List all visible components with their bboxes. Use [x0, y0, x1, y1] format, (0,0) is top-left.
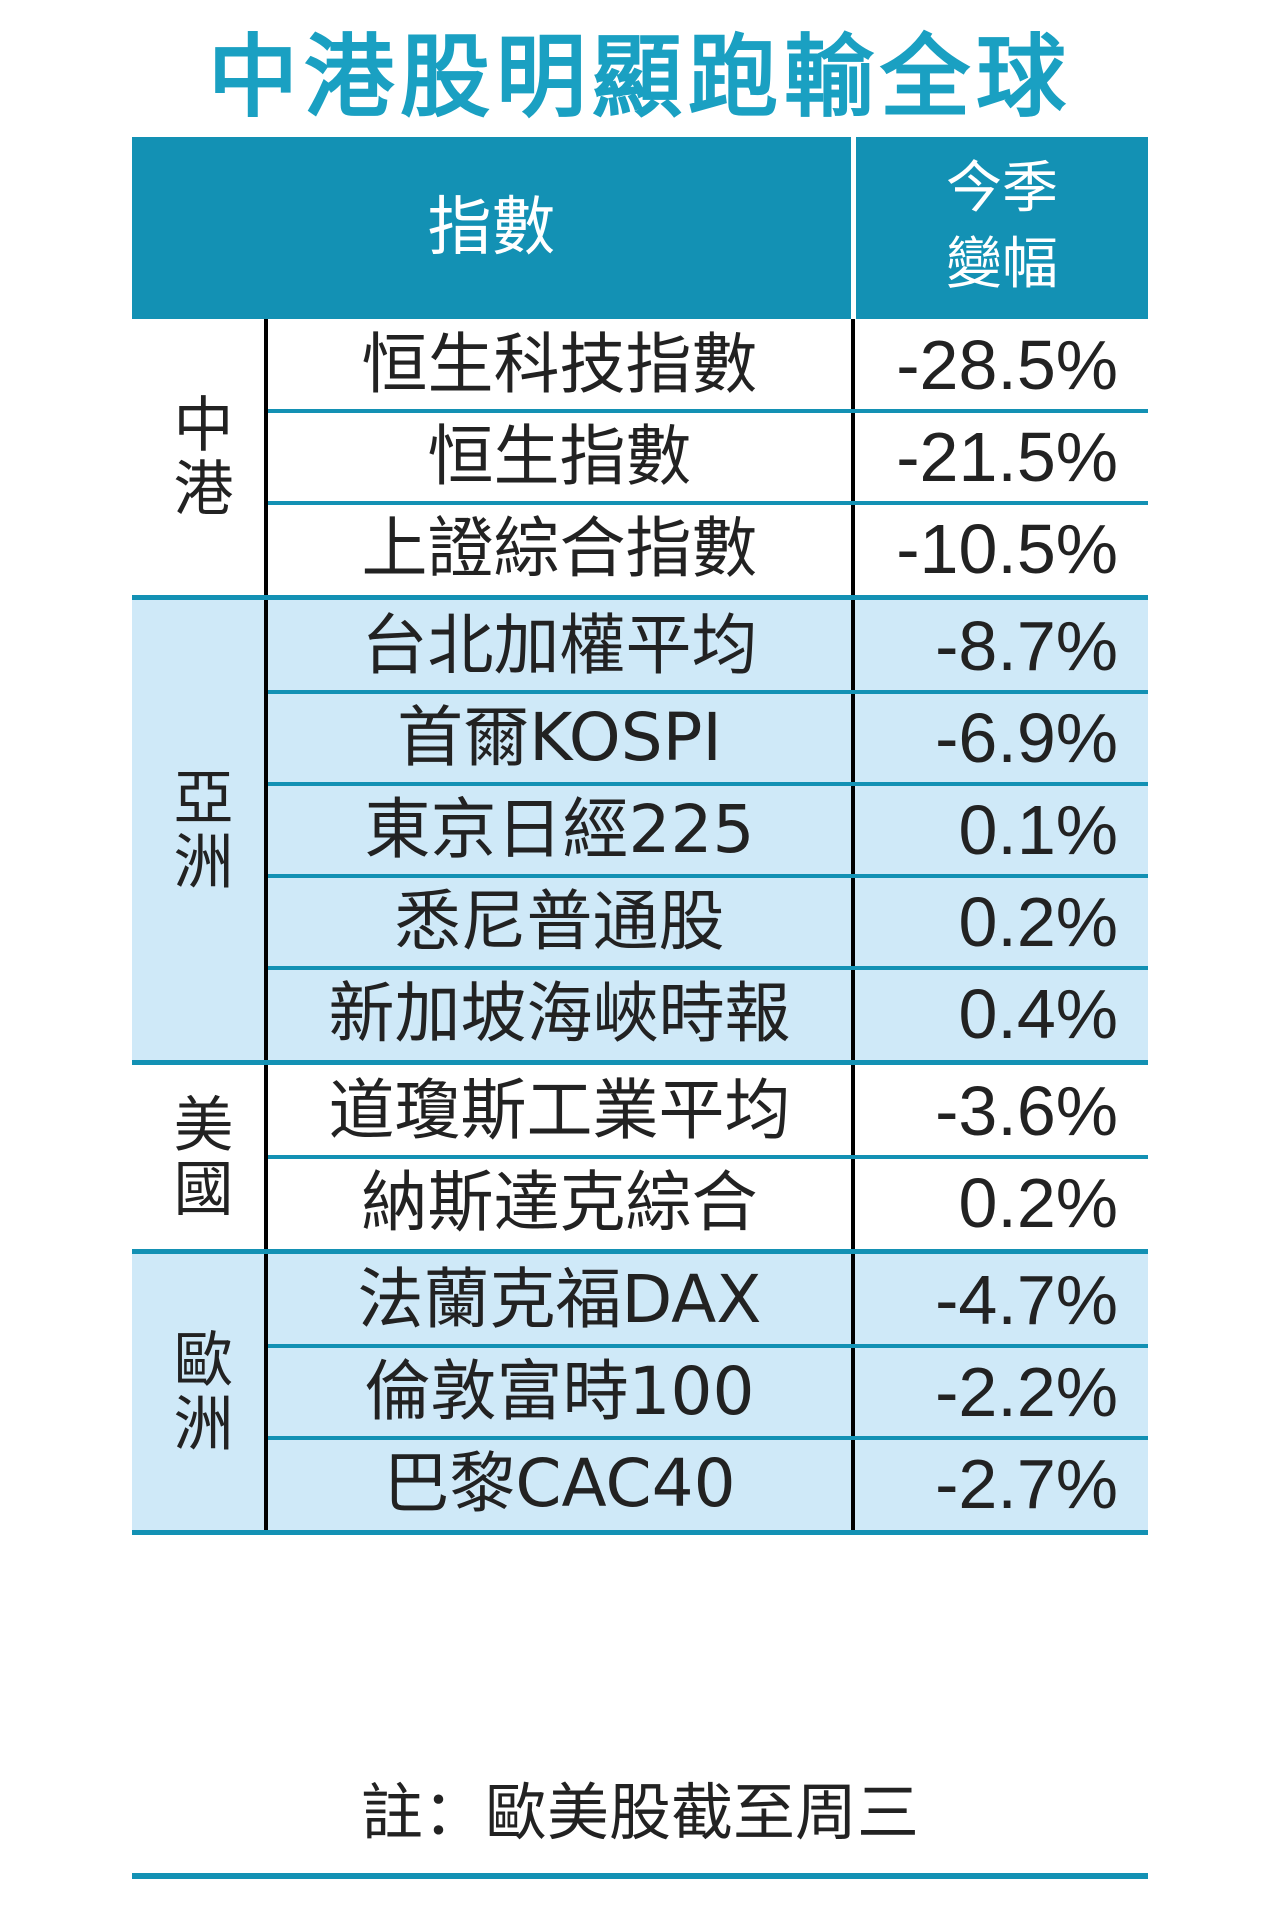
table-row: 台北加權平均 -8.7% — [268, 590, 1148, 702]
region-divider — [264, 600, 268, 1060]
region-divider — [264, 1065, 268, 1249]
table-row: 悉尼普通股 0.2% — [268, 866, 1148, 978]
group-divider — [132, 1060, 1148, 1065]
table-row: 納斯達克綜合 0.2% — [268, 1147, 1148, 1259]
table-row: 道瓊斯工業平均 -3.6% — [268, 1055, 1148, 1167]
change-value: 0.2% — [958, 883, 1118, 961]
row-divider — [268, 1155, 1148, 1159]
region-cell: 亞洲 — [132, 600, 264, 1060]
index-name: 新加坡海峽時報 — [328, 975, 791, 1052]
region-group: 亞洲 台北加權平均 -8.7% 首爾KOSPI -6.9% 東京日經225 0.1% 悉尼普通… — [132, 600, 1148, 1060]
index-name: 恒生科技指數 — [361, 326, 758, 403]
group-divider — [132, 595, 1148, 600]
index-name: 上證綜合指數 — [361, 510, 758, 587]
footnote: 註：歐美股截至周三 — [360, 1776, 919, 1849]
table-row: 倫敦富時100 -2.2% — [268, 1336, 1148, 1448]
table-row: 巴黎CAC40 -2.7% — [268, 1428, 1148, 1540]
value-divider — [851, 600, 855, 1060]
change-value: -3.6% — [935, 1072, 1118, 1150]
index-name: 巴黎CAC40 — [383, 1445, 736, 1522]
region-label: 中港 — [163, 393, 233, 521]
row-divider — [268, 501, 1148, 505]
change-value: 0.1% — [958, 791, 1118, 869]
change-value: -28.5% — [896, 326, 1118, 404]
table-row: 恒生指數 -21.5% — [268, 401, 1148, 513]
index-name: 東京日經225 — [364, 791, 755, 868]
region-divider — [264, 319, 268, 595]
header-change: 今季 變幅 — [856, 151, 1148, 303]
row-divider — [268, 409, 1148, 413]
header-change-line2: 變幅 — [946, 232, 1058, 297]
region-label: 美國 — [163, 1093, 233, 1221]
row-divider — [268, 1436, 1148, 1440]
region-label: 歐洲 — [163, 1328, 233, 1456]
group-divider — [132, 1249, 1148, 1254]
index-name: 法蘭克福DAX — [357, 1261, 762, 1338]
region-label: 亞洲 — [163, 766, 233, 894]
change-value: -4.7% — [935, 1261, 1118, 1339]
change-value: 0.4% — [958, 975, 1118, 1053]
index-name: 道瓊斯工業平均 — [328, 1072, 791, 1149]
change-value: -6.9% — [935, 699, 1118, 777]
row-divider — [268, 690, 1148, 694]
header-change-line1: 今季 — [946, 156, 1058, 221]
region-divider — [264, 1254, 268, 1530]
group-divider — [132, 1530, 1148, 1535]
change-value: -21.5% — [896, 418, 1118, 496]
region-cell: 歐洲 — [132, 1254, 264, 1530]
row-divider — [268, 1344, 1148, 1348]
table-row: 首爾KOSPI -6.9% — [268, 682, 1148, 794]
table-row: 東京日經225 0.1% — [268, 774, 1148, 886]
change-value: -10.5% — [896, 510, 1118, 588]
index-name: 恒生指數 — [427, 418, 692, 495]
region-group: 歐洲 法蘭克福DAX -4.7% 倫敦富時100 -2.2% 巴黎CAC40 -2.7% — [132, 1254, 1148, 1530]
change-value: -2.2% — [935, 1353, 1118, 1431]
table-row: 法蘭克福DAX -4.7% — [268, 1244, 1148, 1356]
chart-title: 中港股明顯跑輸全球 — [208, 25, 1072, 130]
change-value: -8.7% — [935, 607, 1118, 685]
value-divider — [851, 319, 855, 595]
table-row: 恒生科技指數 -28.5% — [268, 309, 1148, 421]
table-row: 上證綜合指數 -10.5% — [268, 493, 1148, 605]
change-value: -2.7% — [935, 1445, 1118, 1523]
bottom-rule — [132, 1873, 1148, 1879]
header-index: 指數 — [427, 191, 556, 265]
region-group: 美國 道瓊斯工業平均 -3.6% 納斯達克綜合 0.2% — [132, 1065, 1148, 1249]
region-group: 中港 恒生科技指數 -28.5% 恒生指數 -21.5% 上證綜合指數 -10.5% — [132, 319, 1148, 595]
row-divider — [268, 782, 1148, 786]
index-name: 納斯達克綜合 — [361, 1164, 758, 1241]
table-header: 指數 今季 變幅 — [132, 137, 1148, 319]
header-divider — [851, 137, 856, 319]
index-name: 首爾KOSPI — [397, 699, 722, 776]
row-divider — [268, 966, 1148, 970]
row-divider — [268, 874, 1148, 878]
index-name: 倫敦富時100 — [364, 1353, 755, 1430]
change-value: 0.2% — [958, 1164, 1118, 1242]
index-name: 台北加權平均 — [361, 607, 758, 684]
value-divider — [851, 1254, 855, 1530]
table-row: 新加坡海峽時報 0.4% — [268, 958, 1148, 1070]
region-cell: 美國 — [132, 1065, 264, 1249]
region-cell: 中港 — [132, 319, 264, 595]
index-name: 悉尼普通股 — [394, 883, 725, 960]
